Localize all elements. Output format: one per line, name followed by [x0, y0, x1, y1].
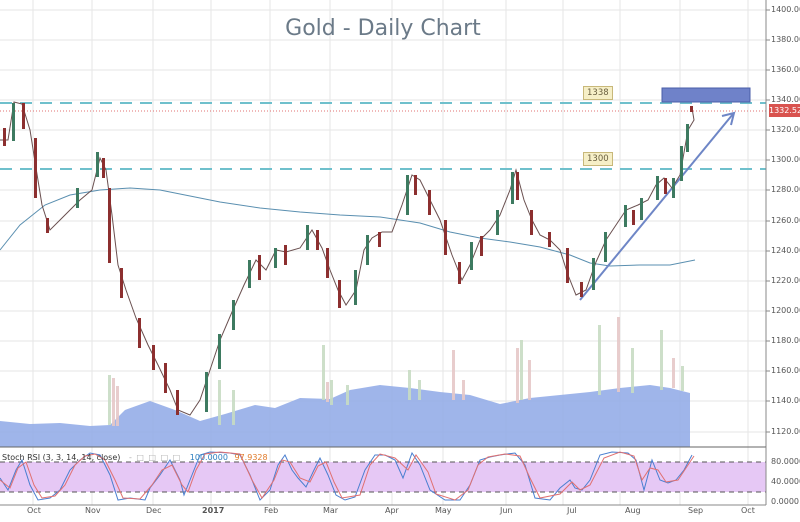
- time-label: Jul: [567, 506, 577, 515]
- stoch-rsi-legend[interactable]: Stoch RSI (3, 3, 14, 14, close) - □ □ □ …: [2, 453, 268, 462]
- time-label: 2017: [202, 506, 225, 515]
- time-label: Jun: [500, 506, 513, 515]
- price-label: 1140.00: [771, 396, 800, 405]
- time-label: Oct: [27, 506, 41, 515]
- price-label: 1360.00: [771, 65, 800, 74]
- volume-bars: [0, 317, 690, 447]
- current-price-badge: 1332.52: [769, 104, 800, 117]
- time-axis[interactable]: Oct Nov Dec 2017 Feb Mar Apr May Jun Jul…: [0, 506, 766, 518]
- time-label: Feb: [264, 506, 279, 515]
- chart-title: Gold - Daily Chart: [285, 16, 481, 41]
- target-zone-box: [661, 87, 751, 103]
- time-label: Sep: [688, 506, 704, 515]
- price-label: 1220.00: [771, 276, 800, 285]
- rsi-label: 40.0000: [771, 477, 800, 486]
- stoch-k-value: 100.0000: [189, 453, 228, 462]
- time-label: Aug: [625, 506, 641, 515]
- price-label: 1160.00: [771, 366, 800, 375]
- price-label: 1180.00: [771, 336, 800, 345]
- rsi-axis[interactable]: 80.0000 40.0000 0.0000: [771, 447, 800, 506]
- rsi-label: 80.0000: [771, 457, 800, 466]
- price-axis[interactable]: 1400.00 1380.00 1360.00 1340.00 1320.00 …: [771, 0, 800, 445]
- time-label: May: [435, 506, 452, 515]
- price-label: 1200.00: [771, 306, 800, 315]
- stoch-d-value: 97.9328: [234, 453, 268, 462]
- price-label: 1240.00: [771, 246, 800, 255]
- time-label: Apr: [385, 506, 399, 515]
- stoch-rsi-band: [0, 462, 766, 492]
- indicator-controls[interactable]: - □ □ □ □: [128, 453, 182, 462]
- time-label: Oct: [741, 506, 755, 515]
- price-label: 1260.00: [771, 216, 800, 225]
- time-label: Mar: [323, 506, 339, 515]
- price-label: 1380.00: [771, 35, 800, 44]
- price-label: 1300.00: [771, 155, 800, 164]
- price-label: 1340.00: [771, 95, 800, 104]
- price-axis-ticks: [766, 9, 770, 433]
- rsi-label: 0.0000: [771, 497, 799, 506]
- level-label-1300: 1300: [583, 152, 613, 166]
- level-label-1338: 1338: [583, 86, 613, 100]
- stoch-rsi-d-line: [0, 451, 695, 501]
- candles-up: [12, 103, 689, 412]
- trendline-arrowhead: [721, 111, 736, 126]
- candles-down: [3, 103, 693, 415]
- time-label: Dec: [146, 506, 162, 515]
- time-label: Nov: [85, 506, 101, 515]
- moving-average-line: [0, 187, 696, 267]
- price-label: 1280.00: [771, 185, 800, 194]
- price-label: 1400.00: [771, 5, 800, 14]
- price-label: 1120.00: [771, 427, 800, 436]
- price-label: 1320.00: [771, 125, 800, 134]
- indicator-name: Stoch RSI (3, 3, 14, 14, close): [2, 453, 121, 462]
- trendline: [579, 113, 734, 301]
- price-path: [0, 101, 695, 416]
